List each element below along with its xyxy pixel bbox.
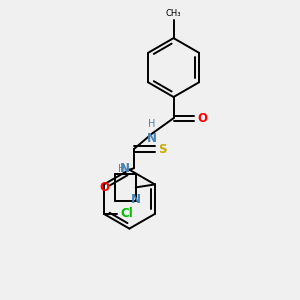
Text: H: H <box>118 164 126 174</box>
Text: N: N <box>146 132 157 145</box>
Text: N: N <box>120 162 130 175</box>
Text: N: N <box>131 193 141 206</box>
Text: Cl: Cl <box>120 207 133 220</box>
Text: S: S <box>158 142 167 156</box>
Text: O: O <box>197 112 207 125</box>
Text: O: O <box>99 181 109 194</box>
Text: H: H <box>148 119 155 129</box>
Text: CH₃: CH₃ <box>166 9 181 18</box>
